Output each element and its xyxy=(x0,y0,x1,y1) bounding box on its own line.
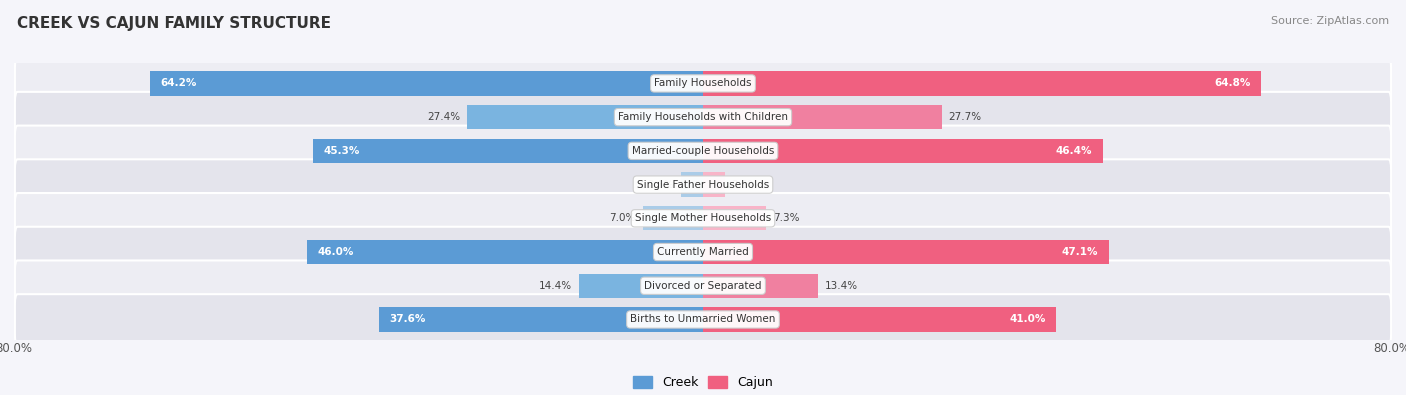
Text: 64.2%: 64.2% xyxy=(160,79,197,88)
Text: Married-couple Households: Married-couple Households xyxy=(631,146,775,156)
Text: Source: ZipAtlas.com: Source: ZipAtlas.com xyxy=(1271,16,1389,26)
Bar xyxy=(703,206,766,230)
Text: Single Father Households: Single Father Households xyxy=(637,180,769,190)
Text: 2.6%: 2.6% xyxy=(647,180,673,190)
Text: 14.4%: 14.4% xyxy=(538,281,572,291)
FancyBboxPatch shape xyxy=(15,193,1391,244)
Bar xyxy=(703,105,942,129)
FancyBboxPatch shape xyxy=(15,126,1391,176)
Legend: Creek, Cajun: Creek, Cajun xyxy=(628,371,778,394)
Text: 7.0%: 7.0% xyxy=(609,213,636,223)
Bar xyxy=(703,173,724,197)
Text: 45.3%: 45.3% xyxy=(323,146,360,156)
FancyBboxPatch shape xyxy=(15,227,1391,277)
Bar xyxy=(150,71,703,96)
Text: Currently Married: Currently Married xyxy=(657,247,749,257)
Text: Family Households: Family Households xyxy=(654,79,752,88)
Text: 27.4%: 27.4% xyxy=(427,112,460,122)
Text: Divorced or Separated: Divorced or Separated xyxy=(644,281,762,291)
Text: 64.8%: 64.8% xyxy=(1215,79,1251,88)
Bar xyxy=(467,105,703,129)
Text: 41.0%: 41.0% xyxy=(1010,314,1046,324)
Text: 2.5%: 2.5% xyxy=(731,180,758,190)
FancyBboxPatch shape xyxy=(15,159,1391,210)
Bar xyxy=(703,71,1261,96)
Text: Births to Unmarried Women: Births to Unmarried Women xyxy=(630,314,776,324)
Text: 13.4%: 13.4% xyxy=(825,281,859,291)
Text: 46.0%: 46.0% xyxy=(318,247,353,257)
Bar xyxy=(380,307,703,332)
Bar xyxy=(314,139,703,163)
Bar xyxy=(579,274,703,298)
Bar xyxy=(703,240,1108,264)
Text: 27.7%: 27.7% xyxy=(949,112,981,122)
Text: Single Mother Households: Single Mother Households xyxy=(636,213,770,223)
Bar xyxy=(307,240,703,264)
Bar xyxy=(703,307,1056,332)
Text: 7.3%: 7.3% xyxy=(773,213,799,223)
FancyBboxPatch shape xyxy=(15,92,1391,143)
Text: Family Households with Children: Family Households with Children xyxy=(619,112,787,122)
Text: 46.4%: 46.4% xyxy=(1056,146,1092,156)
FancyBboxPatch shape xyxy=(15,58,1391,109)
Bar xyxy=(681,173,703,197)
Text: 47.1%: 47.1% xyxy=(1062,247,1098,257)
Bar xyxy=(703,139,1102,163)
Bar xyxy=(703,274,818,298)
FancyBboxPatch shape xyxy=(15,260,1391,311)
Text: CREEK VS CAJUN FAMILY STRUCTURE: CREEK VS CAJUN FAMILY STRUCTURE xyxy=(17,16,330,31)
Text: 37.6%: 37.6% xyxy=(389,314,426,324)
FancyBboxPatch shape xyxy=(15,294,1391,345)
Bar xyxy=(643,206,703,230)
